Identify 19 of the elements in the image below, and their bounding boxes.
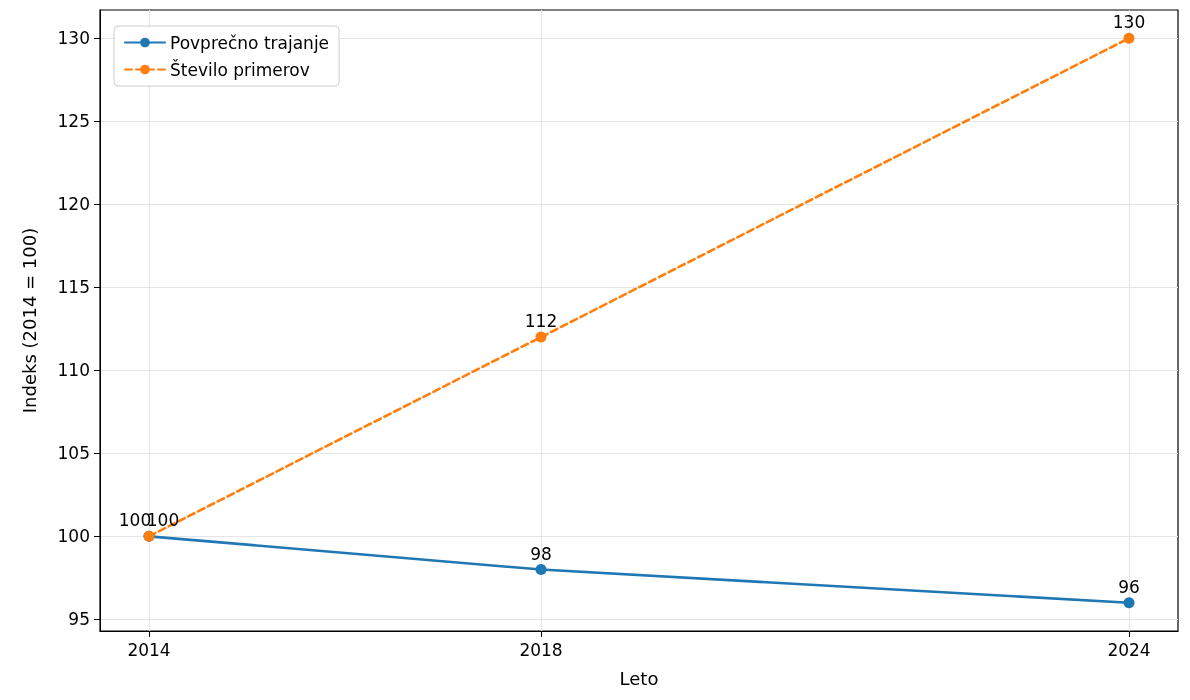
y-tick-label: 120 (57, 194, 90, 215)
x-tick-label: 2024 (1107, 639, 1151, 660)
x-tick-label: 2014 (127, 639, 171, 660)
y-tick-label: 115 (57, 277, 90, 298)
y-tick-label: 130 (57, 28, 90, 49)
x-axis-title: Leto (619, 667, 659, 689)
y-tick-label: 110 (57, 360, 90, 381)
y-tick-label: 105 (57, 443, 90, 464)
data-label: 112 (524, 311, 558, 332)
y-tick-label: 95 (68, 609, 90, 630)
data-label: 130 (1112, 12, 1146, 33)
data-label: 98 (530, 543, 552, 564)
y-axis-title: Indeks (2014 = 100) (18, 227, 40, 414)
y-tick-label: 100 (57, 526, 90, 547)
legend-label: Število primerov (170, 58, 310, 80)
legend-label: Povprečno trajanje (170, 32, 330, 53)
data-label: 96 (1118, 576, 1140, 597)
x-tick-label: 2018 (519, 639, 563, 660)
y-tick-label: 125 (57, 111, 90, 132)
